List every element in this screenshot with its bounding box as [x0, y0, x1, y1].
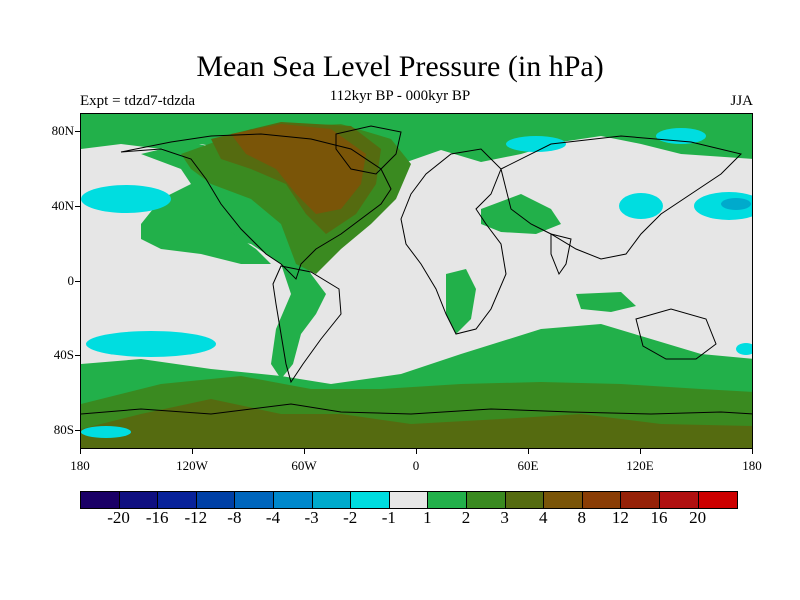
map-plot-area	[80, 113, 753, 449]
lon-label-120w: 120W	[176, 458, 208, 473]
arctic-green-region	[81, 114, 752, 174]
europe-africa-coast	[400, 148, 507, 335]
lon-label-180e: 180	[742, 458, 762, 473]
colorbar-swatch	[312, 492, 352, 508]
colorbar-swatch	[466, 492, 506, 508]
australia-cyan-anomaly	[736, 343, 752, 355]
experiment-label: Expt = tdzd7-tdzda	[80, 93, 196, 109]
lat-tick-0	[75, 281, 80, 282]
season-label: JJA	[730, 93, 753, 109]
north-pacific-west-dark-anomaly	[721, 198, 751, 210]
lat-label-80n: 80N	[51, 123, 74, 138]
colorbar-label: -2	[343, 508, 358, 527]
lon-tick-60e	[528, 449, 529, 454]
south-america-coast	[272, 265, 342, 384]
colorbar-swatch	[119, 492, 159, 508]
colorbar-label: 1	[423, 508, 432, 527]
lat-label-40s: 40S	[53, 347, 74, 362]
colorbar-label: 8	[577, 508, 587, 527]
arctic-cyan-anomaly	[506, 136, 566, 152]
north-america-coast	[120, 133, 392, 280]
colorbar-swatch	[273, 492, 313, 508]
colorbar-label: -12	[184, 508, 208, 527]
lat-tick-40s	[75, 355, 80, 356]
australia-coast	[635, 308, 717, 360]
colorbar-swatch	[544, 492, 583, 508]
antarctica-coast	[81, 403, 752, 415]
colorbar-swatch	[389, 492, 429, 508]
map-subtitle: 112kyr BP - 000kyr BP	[329, 88, 471, 104]
southern-ocean-olive-band	[81, 399, 752, 448]
colorbar-label: -4	[265, 508, 281, 527]
lat-label-0: 0	[67, 273, 75, 288]
lon-tick-120e	[640, 449, 641, 454]
map-title: Mean Sea Level Pressure (in hPa)	[196, 50, 604, 83]
colorbar-label: 12	[611, 508, 629, 527]
lat-tick-80s	[75, 430, 80, 431]
colorbar-label: 2	[461, 508, 471, 527]
coastlines	[81, 125, 752, 415]
colorbar-swatch	[196, 492, 236, 508]
lat-tick-80n	[75, 131, 80, 132]
colorbar-swatch	[81, 492, 120, 508]
lon-tick-0	[416, 449, 417, 454]
lat-label-80s: 80S	[53, 422, 74, 437]
colorbar-label: -8	[227, 508, 242, 527]
colorbar-swatch	[582, 492, 622, 508]
colorbar-label: -16	[145, 508, 169, 527]
colorbar-swatch	[428, 492, 467, 508]
antarctic-cyan-anomaly	[81, 426, 131, 438]
lon-tick-180w	[80, 449, 81, 454]
lon-label-60e: 60E	[517, 458, 539, 473]
india-coast	[550, 233, 572, 276]
asia-coast	[500, 135, 742, 260]
north-atlantic-brown-region	[231, 124, 366, 214]
greenland-coast	[335, 125, 402, 175]
eurasia-green-patch	[481, 194, 561, 234]
colorbar-swatch	[505, 492, 545, 508]
colorbar-swatch	[351, 492, 390, 508]
lat-label-40n: 40N	[51, 198, 74, 213]
africa-green-patch	[446, 269, 476, 334]
colorbar-swatch	[158, 492, 197, 508]
pacific-green-band	[141, 214, 271, 264]
colorbar-swatch	[659, 492, 699, 508]
lon-tick-60w	[304, 449, 305, 454]
colorbar-label: 4	[538, 508, 548, 527]
colorbar-label: 16	[650, 508, 668, 527]
colorbar-swatch	[698, 492, 738, 508]
pressure-anomaly-map	[81, 114, 752, 448]
lon-label-60w: 60W	[291, 458, 317, 473]
lon-label-180w: 180	[70, 458, 90, 473]
south-pacific-cyan-anomaly	[86, 331, 216, 357]
colorbar-label: -20	[107, 508, 130, 527]
colorbar-label: 20	[689, 508, 707, 527]
lon-tick-180e	[752, 449, 753, 454]
lon-label-0: 0	[412, 458, 420, 473]
east-asia-cyan-anomaly	[619, 193, 663, 219]
colorbar	[80, 491, 739, 509]
north-pacific-cyan-anomaly	[81, 185, 171, 213]
indian-ocean-green-patch	[576, 292, 636, 312]
lat-tick-40n	[75, 206, 80, 207]
colorbar-label: 3	[500, 508, 509, 527]
colorbar-label: -3	[304, 508, 319, 527]
colorbar-label: -1	[381, 508, 396, 527]
lon-tick-120w	[192, 449, 193, 454]
colorbar-swatch	[621, 492, 660, 508]
colorbar-swatch	[235, 492, 274, 508]
lon-label-120e: 120E	[626, 458, 654, 473]
